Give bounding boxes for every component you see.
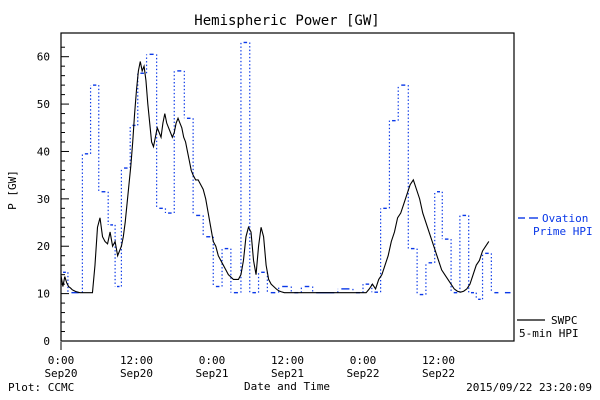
plot-frame [60,32,515,342]
x-tick-date: Sep20 [44,367,77,380]
y-tick-label: 50 [37,98,50,111]
y-tick-label: 20 [37,240,50,253]
x-tick-date: Sep21 [195,367,228,380]
y-axis-label: P [GW] [6,170,19,210]
x-axis-ticks: 0:00Sep2012:00Sep200:00Sep2112:00Sep210:… [44,333,455,380]
generation-timestamp: 2015/09/22 23:20:09 [466,381,592,394]
series-swpc-5min-hpi [60,61,490,294]
chart-title: Hemispheric Power [GW] [194,13,379,29]
y-tick-label: 30 [37,193,50,206]
y-tick-label: 40 [37,145,50,158]
x-tick-time: 0:00 [48,354,75,367]
x-tick-time: 0:00 [199,354,226,367]
legend-ovation-label-line2: Prime HPI [533,225,593,238]
x-tick-date: Sep21 [271,367,304,380]
y-axis-ticks: 0 10 20 30 40 50 60 [37,46,69,348]
x-tick-time: 12:00 [120,354,153,367]
y-tick-label: 0 [43,335,50,348]
y-tick-label: 60 [37,51,50,64]
x-tick-date: Sep20 [120,367,153,380]
legend-swpc-label-line1: SWPC [551,314,578,327]
x-tick-time: 12:00 [271,354,304,367]
legend-ovation-label-line1: Ovation [542,212,588,225]
legend-swpc: SWPC 5-min HPI [517,314,579,340]
plot-credit: Plot: CCMC [8,381,74,394]
legend-ovation-prime: Ovation Prime HPI [518,212,593,238]
x-tick-time: 12:00 [422,354,455,367]
x-tick-time: 0:00 [350,354,377,367]
x-axis-label: Date and Time [244,380,330,393]
x-tick-date: Sep22 [346,367,379,380]
x-tick-date: Sep22 [422,367,455,380]
y-tick-label: 10 [37,288,50,301]
legend-swpc-label-line2: 5-min HPI [519,327,579,340]
